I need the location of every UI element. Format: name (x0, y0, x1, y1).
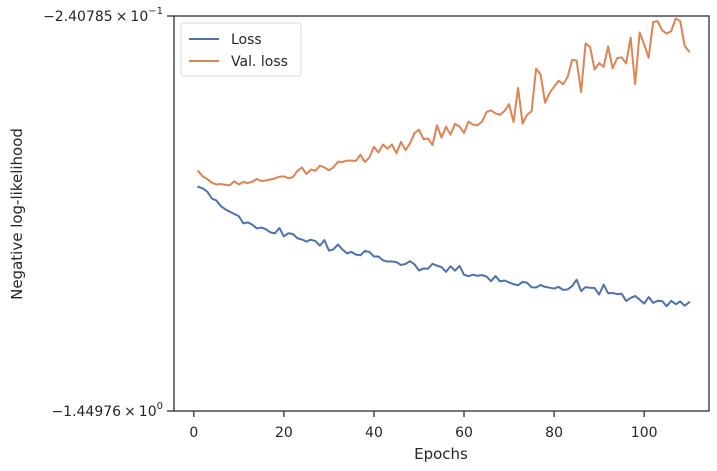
x-axis-ticks: 0 20 40 60 80 100 (189, 411, 658, 441)
x-tick-label: 100 (631, 425, 658, 441)
x-tick-label: 20 (275, 425, 293, 441)
legend-label-loss: Loss (231, 32, 262, 48)
y-axis-ticks: −2.40785 × 10−1 −1.44976 × 100 (43, 6, 174, 420)
legend-box (180, 22, 302, 77)
plot-area-frame (173, 15, 710, 412)
x-tick-label: 0 (189, 425, 198, 441)
legend-label-val-loss: Val. loss (231, 54, 288, 70)
y-tick-label-top: −2.40785 × 10−1 (43, 6, 163, 25)
x-tick-label: 40 (365, 425, 383, 441)
y-axis-label: Negative log-likelihood (8, 128, 26, 300)
legend: Loss Val. loss (180, 22, 302, 77)
x-tick-label: 60 (455, 425, 473, 441)
x-tick-label: 80 (545, 425, 563, 441)
x-axis-label: Epochs (414, 445, 468, 463)
val-loss-series-line (196, 17, 691, 187)
y-tick-label-bottom: −1.44976 × 100 (51, 401, 163, 420)
loss-series-line (197, 185, 691, 308)
